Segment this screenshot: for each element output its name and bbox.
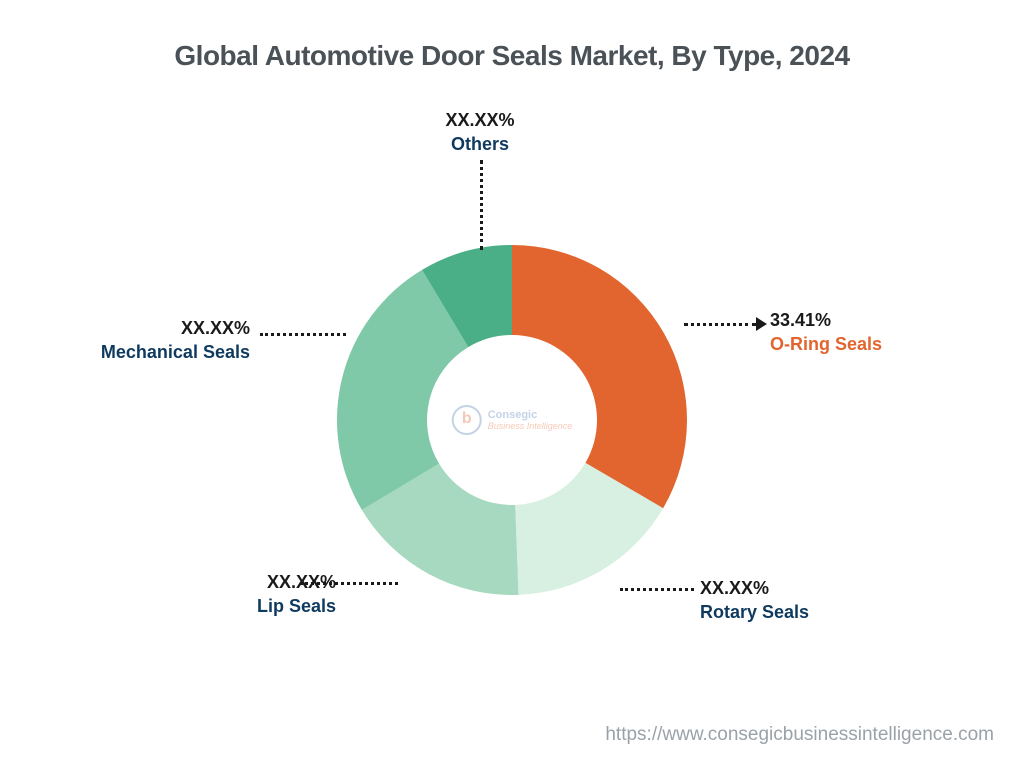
label-others-name: Others <box>380 132 580 156</box>
label-rotary-name: Rotary Seals <box>700 600 809 624</box>
center-watermark-logo: Consegic Business Intelligence <box>452 405 573 435</box>
label-o_ring: 33.41%O-Ring Seals <box>770 308 882 357</box>
label-mechanical: XX.XX%Mechanical Seals <box>90 316 250 365</box>
logo-text-line1: Consegic <box>488 409 573 422</box>
leader-mechanical <box>260 333 346 336</box>
slice-o_ring <box>512 245 687 508</box>
label-mechanical-pct: XX.XX% <box>90 316 250 340</box>
donut-chart: Consegic Business Intelligence <box>337 245 687 595</box>
chart-title: Global Automotive Door Seals Market, By … <box>0 40 1024 72</box>
label-others: XX.XX%Others <box>380 108 580 157</box>
label-rotary-pct: XX.XX% <box>700 576 809 600</box>
label-mechanical-name: Mechanical Seals <box>90 340 250 364</box>
logo-text-line2: Business Intelligence <box>488 421 573 431</box>
logo-mark-icon <box>452 405 482 435</box>
label-others-pct: XX.XX% <box>380 108 580 132</box>
leader-rotary <box>620 588 694 591</box>
label-lip-name: Lip Seals <box>176 594 336 618</box>
label-o_ring-name: O-Ring Seals <box>770 332 882 356</box>
leader-lip <box>300 582 398 585</box>
leader-o_ring <box>684 323 756 326</box>
label-o_ring-pct: 33.41% <box>770 308 882 332</box>
label-lip: XX.XX%Lip Seals <box>176 570 336 619</box>
leader-others <box>480 160 483 250</box>
source-url: https://www.consegicbusinessintelligence… <box>605 724 994 746</box>
label-rotary: XX.XX%Rotary Seals <box>700 576 809 625</box>
leader-arrow-o_ring <box>756 317 767 331</box>
